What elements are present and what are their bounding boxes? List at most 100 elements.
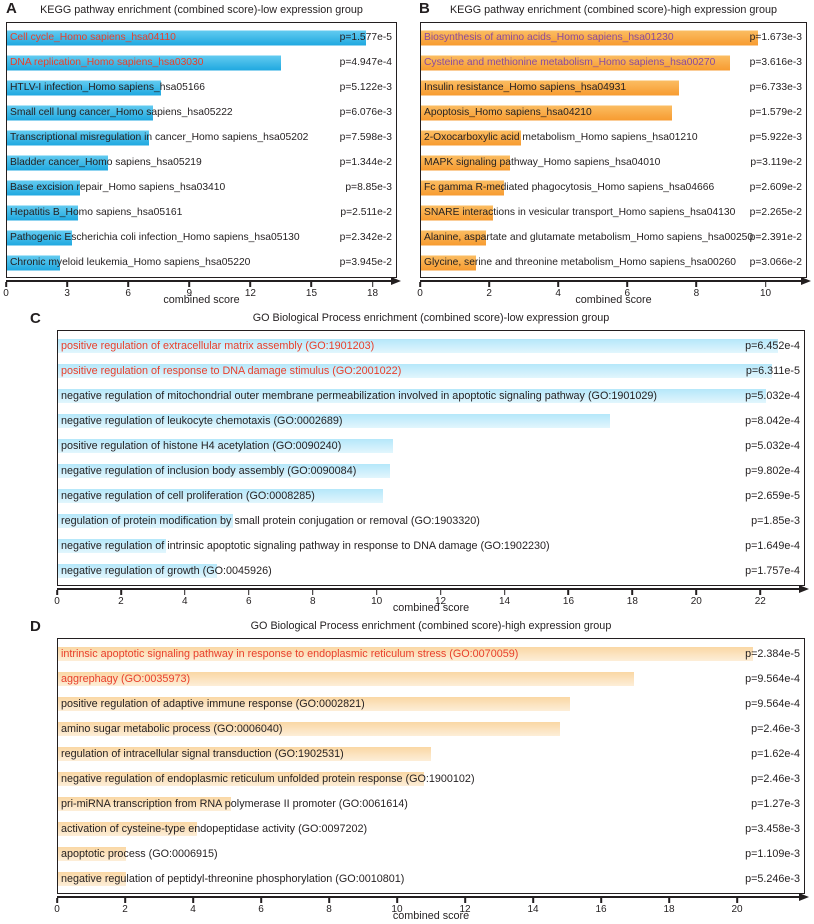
panel-kegg-high: B KEGG pathway enrichment (combined scor…: [407, 0, 814, 308]
chart-title: KEGG pathway enrichment (combined score)…: [449, 4, 778, 16]
x-axis-arrowhead-icon: [799, 892, 809, 901]
bar-label: MAPK signaling pathway_Homo sapiens_hsa0…: [424, 157, 661, 168]
axis-tick: [464, 898, 466, 904]
p-value: p=1.577e-5: [339, 32, 392, 43]
bar-label: negative regulation of peptidyl-threonin…: [61, 872, 405, 885]
bar-row: pri-miRNA transcription from RNA polymer…: [58, 791, 804, 816]
axis-tick-label: 2: [118, 595, 124, 607]
chart-title: KEGG pathway enrichment (combined score)…: [40, 4, 363, 16]
bar-label: Cysteine and methionine metabolism_Homo …: [424, 57, 716, 68]
axis-tick: [247, 590, 250, 596]
axis-tick-label: 14: [498, 595, 511, 607]
bar-row: Pathogenic Escherichia coli infection_Ho…: [7, 225, 396, 250]
bar-label: aggrephagy (GO:0035973): [61, 672, 191, 685]
bar-row: Insulin resistance_Homo sapiens_hsa04931…: [421, 75, 806, 100]
bar: [421, 180, 504, 195]
bar: [58, 646, 754, 661]
bar-label: negative regulation of mitochondrial out…: [61, 389, 657, 402]
bar-row: Small cell lung cancer_Homo sapiens_hsa0…: [7, 100, 396, 125]
axis-tick: [56, 898, 58, 904]
axis-tick-label: 16: [595, 903, 607, 915]
bar: [421, 230, 487, 245]
axis-tick: [764, 282, 767, 288]
axis-tick: [419, 282, 421, 288]
x-axis-label: combined score: [392, 602, 470, 614]
bar-label: DNA replication_Homo sapiens_hsa03030: [10, 57, 204, 68]
x-axis: 0 2 4 6 8 10 12 14 16 18 20 22: [54, 584, 809, 607]
p-value: p=2.46e-3: [751, 722, 800, 735]
axis-tick: [695, 590, 698, 596]
p-value: p=5.246e-3: [745, 872, 800, 885]
axis-tick: [184, 590, 186, 596]
bar-label: positive regulation of adaptive immune r…: [61, 697, 365, 710]
p-value: p=8.042e-4: [745, 414, 800, 427]
bar-row: Chronic myeloid leukemia_Homo sapiens_hs…: [7, 250, 396, 275]
bar: [58, 363, 773, 378]
p-value: p=2.265e-2: [749, 207, 802, 218]
bar-label: pri-miRNA transcription from RNA polymer…: [61, 797, 408, 810]
bar-row: Transcriptional misregulation in cancer_…: [7, 125, 396, 150]
bar-row: Cell cycle_Homo sapiens_hsa04110 p=1.577e…: [7, 25, 396, 50]
p-value: p=6.311e-5: [745, 364, 800, 377]
axis-tick: [328, 898, 330, 904]
axis-tick-label: 18: [626, 595, 638, 607]
x-axis-line: [57, 588, 805, 591]
axis-tick-label: 2: [486, 287, 492, 299]
axis-tick-label: 22: [754, 595, 766, 607]
x-axis-arrowhead-icon: [801, 276, 811, 285]
bar-label: SNARE interactions in vesicular transpor…: [424, 207, 736, 218]
bar-row: activation of cysteine-type endopeptidas…: [58, 816, 804, 841]
p-value: p=9.564e-4: [745, 672, 800, 685]
p-value: p=2.609e-2: [749, 182, 802, 193]
bar-label: negative regulation of cell proliferatio…: [61, 489, 315, 502]
axis-tick-label: 20: [690, 595, 702, 607]
axis-tick-label: 6: [125, 287, 131, 299]
bar-row: regulation of intracellular signal trans…: [58, 741, 804, 766]
chart-title: GO Biological Process enrichment (combin…: [252, 312, 610, 324]
p-value: p=5.032e-4: [745, 439, 800, 452]
axis-tick-label: 4: [182, 595, 188, 607]
bar: [58, 388, 766, 403]
bar-label: positive regulation of response to DNA d…: [61, 364, 402, 377]
p-value: p=3.119e-2: [750, 157, 802, 168]
axis-tick: [503, 590, 506, 596]
bar: [58, 721, 560, 736]
axis-tick: [124, 898, 126, 904]
bar-label: activation of cysteine-type endopeptidas…: [61, 822, 368, 835]
axis-tick-label: 12: [459, 903, 471, 915]
bar: [421, 130, 521, 145]
axis-tick-label: 18: [663, 903, 675, 915]
p-value: p=1.109e-3: [745, 847, 800, 860]
bar-label: HTLV-I infection_Homo sapiens_hsa05166: [10, 82, 205, 93]
p-value: p=2.342e-2: [339, 232, 392, 243]
bar-row: MAPK signaling pathway_Homo sapiens_hsa0…: [421, 150, 806, 175]
axis-tick: [668, 898, 670, 904]
axis-tick-label: 14: [527, 903, 539, 915]
axis-tick-label: 18: [367, 287, 379, 299]
axis-tick: [439, 590, 442, 596]
axis-tick-label: 0: [3, 287, 9, 299]
p-value: p=4.947e-4: [339, 57, 392, 68]
bar-row: Cysteine and methionine metabolism_Homo …: [421, 50, 806, 75]
bar-label: positive regulation of histone H4 acetyl…: [61, 439, 342, 452]
bar-row: negative regulation of inclusion body as…: [58, 458, 804, 483]
plot-area: Biosynthesis of amino acids_Homo sapiens…: [420, 22, 807, 278]
bar-row: positive regulation of response to DNA d…: [58, 358, 804, 383]
bar: [421, 30, 758, 45]
axis-tick-label: 16: [562, 595, 575, 607]
bar-label: apoptotic process (GO:0006915): [61, 847, 218, 860]
bar-row: Hepatitis B_Homo sapiens_hsa05161 p=2.511…: [7, 200, 396, 225]
bar-row: HTLV-I infection_Homo sapiens_hsa05166 p=…: [7, 75, 396, 100]
p-value: p=6.076e-3: [339, 107, 392, 118]
p-value: p=9.564e-4: [745, 697, 800, 710]
axis-tick-label: 4: [190, 903, 196, 915]
p-value: p=6.452e-4: [745, 339, 800, 352]
axis-tick: [600, 898, 602, 904]
axis-tick-label: 12: [435, 595, 447, 607]
axis-tick: [260, 898, 262, 904]
bar: [58, 338, 779, 353]
axis-tick-label: 6: [258, 903, 264, 915]
x-axis-label: combined score: [575, 294, 652, 306]
panel-go-low: C GO Biological Process enrichment (comb…: [0, 308, 814, 616]
p-value: p=1.579e-2: [749, 107, 802, 118]
